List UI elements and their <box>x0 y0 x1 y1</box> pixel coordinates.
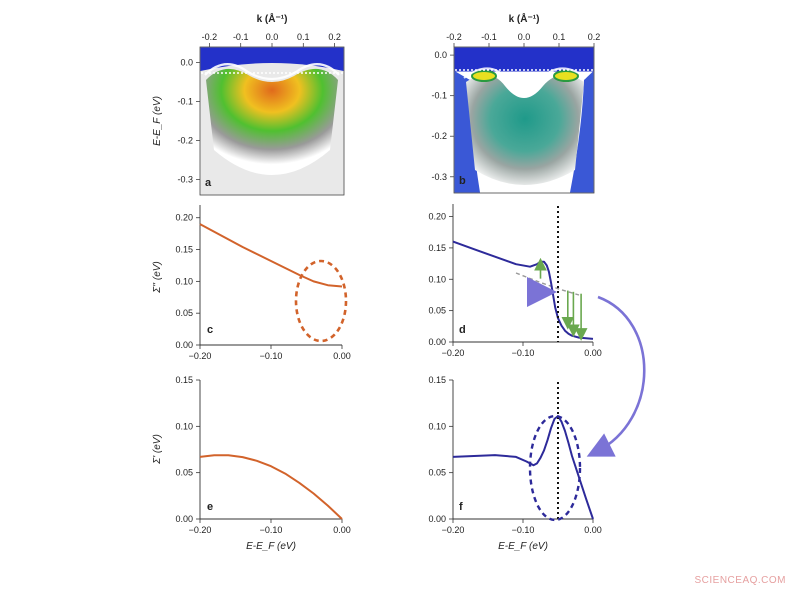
panel-b-xtick-label: 0.2 <box>588 32 601 42</box>
panel-e-letter: e <box>207 501 213 513</box>
panel-f: −0.20 −0.10 0.00 0.00 0.05 0.10 0.15 <box>428 375 601 535</box>
panel-f-dashed-ellipse <box>528 414 582 522</box>
panel-b-xtick-label: -0.1 <box>481 32 497 42</box>
panel-c-series-line <box>199 223 343 288</box>
panel-f-xtick-label: −0.20 <box>442 525 465 535</box>
panel-a-ytick-label: -0.3 <box>177 174 193 184</box>
panel-f-xtick-label: −0.10 <box>512 525 535 535</box>
panel-d-letter: d <box>459 324 466 336</box>
watermark: SCIENCEAQ.COM <box>694 575 786 586</box>
panel-f-xtick-label: 0.00 <box>584 525 602 535</box>
panel-c: −0.20 −0.10 0.00 0.00 0.05 0.10 0.15 0.20 <box>175 205 351 361</box>
panel-a-top-axis-title: k (Å⁻¹) <box>257 12 288 25</box>
panel-b-hotspot-right <box>553 70 579 82</box>
panel-d: −0.20 −0.10 0.00 0.00 0.05 0.10 0.15 0.20 <box>428 204 602 358</box>
panel-b-dispersion <box>463 67 587 89</box>
curved-arrow-d-to-f <box>586 295 646 457</box>
panel-c-ytick-label: 0.00 <box>175 340 193 350</box>
panel-a-xtick-label: -0.1 <box>233 32 249 42</box>
panel-a-xtick-label: -0.2 <box>202 32 218 42</box>
panel-b-side-blue-left <box>454 71 480 193</box>
panel-b-xtick-label: -0.2 <box>446 32 462 42</box>
panel-f-ytick-label: 0.15 <box>428 375 446 385</box>
panel-e-ytick-label: 0.15 <box>175 375 193 385</box>
panel-a-intensity <box>206 68 338 175</box>
panel-c-ytick-label: 0.10 <box>175 276 193 286</box>
panel-a-letter: a <box>205 177 212 189</box>
panel-d-series-line <box>452 240 594 340</box>
panel-e-series-line <box>199 454 343 520</box>
panel-f-xlabel: E-E_F (eV) <box>498 541 548 552</box>
panel-a: a <box>199 46 345 196</box>
panel-a-dispersion <box>204 63 340 81</box>
panel-a-xtick-label: 0.0 <box>266 32 279 42</box>
panel-a-xtick-label: 0.2 <box>328 32 341 42</box>
green-arrows <box>534 257 588 341</box>
panel-c-ytick-label: 0.15 <box>175 245 193 255</box>
panel-c-xtick-label: 0.00 <box>333 351 351 361</box>
panel-c-ytick-label: 0.05 <box>175 308 193 318</box>
panel-d-ytick-label: 0.10 <box>428 274 446 284</box>
panel-d-ytick-label: 0.05 <box>428 306 446 316</box>
panel-d-xtick-label: 0.00 <box>584 348 602 358</box>
panel-b-ytick-label: -0.3 <box>431 172 447 182</box>
annotations <box>294 257 646 522</box>
panel-b-top-axis-title: k (Å⁻¹) <box>509 12 540 25</box>
panel-d-xtick-label: −0.20 <box>442 348 465 358</box>
panel-b-ytick-label: 0.0 <box>434 50 447 60</box>
panel-b: b <box>453 46 595 194</box>
panel-d-xtick-label: −0.10 <box>512 348 535 358</box>
panel-e-xtick-label: −0.20 <box>189 525 212 535</box>
panel-b-xtick-label: 0.0 <box>518 32 531 42</box>
panel-e-xtick-label: 0.00 <box>333 525 351 535</box>
panel-b-intensity <box>466 74 584 185</box>
panel-b-letter: b <box>459 175 466 187</box>
panel-c-xtick-label: −0.20 <box>189 351 212 361</box>
panel-d-ytick-label: 0.20 <box>428 212 446 222</box>
panel-b-hotspot-left <box>471 70 497 82</box>
panel-d-ytick-label: 0.15 <box>428 243 446 253</box>
panel-d-ytick-label: 0.00 <box>428 337 446 347</box>
panel-b-band-blue <box>454 47 594 72</box>
panel-f-ytick-label: 0.10 <box>428 421 446 431</box>
panel-c-letter: c <box>207 324 213 336</box>
panel-e-xlabel: E-E_F (eV) <box>246 541 296 552</box>
panel-e-ytick-label: 0.00 <box>175 514 193 524</box>
panel-f-ytick-label: 0.00 <box>428 514 446 524</box>
panel-f-letter: f <box>459 501 463 513</box>
panel-c-xtick-label: −0.10 <box>260 351 283 361</box>
panel-a-ytick-label: -0.1 <box>177 97 193 107</box>
panel-a-axes: k (Å⁻¹) -0.2 -0.1 0.0 0.1 0.2 0.0 -0.1 -0.2 -0.3… <box>152 12 341 184</box>
panel-b-side-blue-right <box>570 71 594 193</box>
panel-f-series-line <box>452 415 594 520</box>
panel-b-ytick-label: -0.1 <box>431 91 447 101</box>
panel-a-ytick-label: -0.2 <box>177 135 193 145</box>
panel-e-ytick-label: 0.10 <box>175 421 193 431</box>
panel-b-ytick-label: -0.2 <box>431 131 447 141</box>
panel-a-xtick-label: 0.1 <box>297 32 310 42</box>
panel-c-dashed-ellipse <box>294 259 348 343</box>
panel-e: −0.20 −0.10 0.00 0.00 0.05 0.10 0.15 <box>175 375 350 535</box>
panel-c-ylabel: Σ'' (eV) <box>152 261 163 293</box>
panel-e-ytick-label: 0.05 <box>175 468 193 478</box>
panel-b-axes: k (Å⁻¹) -0.2 -0.1 0.0 0.1 0.2 0.0 -0.1 -0.2 -0.3 <box>431 12 600 182</box>
panel-a-ytick-label: 0.0 <box>180 58 193 68</box>
panel-e-ylabel: Σ' (eV) <box>152 434 163 465</box>
panel-c-ytick-label: 0.20 <box>175 213 193 223</box>
panel-e-xtick-label: −0.10 <box>260 525 283 535</box>
panel-a-ylabel: E-E_F (eV) <box>152 96 163 146</box>
panel-f-ytick-label: 0.05 <box>428 468 446 478</box>
panel-b-xtick-label: 0.1 <box>553 32 566 42</box>
